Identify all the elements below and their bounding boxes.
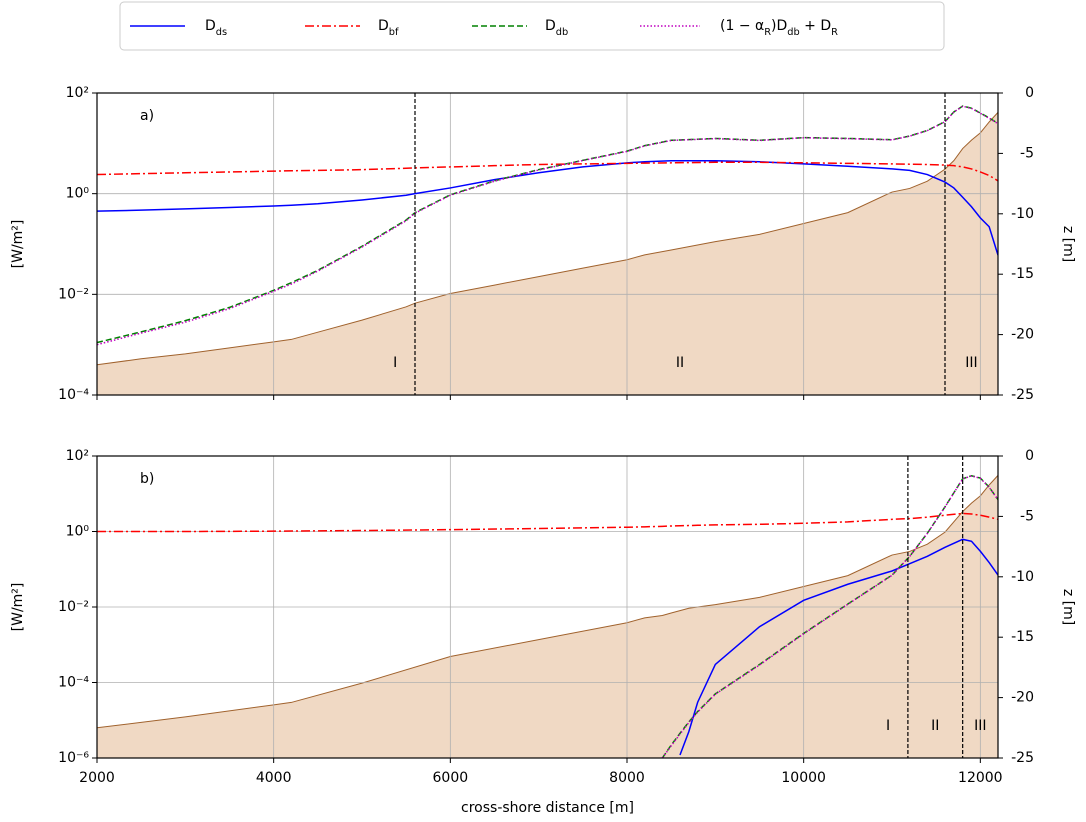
legend-box (119, 1, 945, 51)
x-tick-label: 8000 (609, 770, 645, 786)
region-label: I (886, 718, 890, 734)
y-tick-label: 10² (66, 448, 89, 464)
y-tick-label: 10⁻⁶ (58, 750, 89, 766)
y2-tick-label: -5 (1020, 508, 1034, 524)
axes-frame (96, 92, 999, 396)
x-axis-label: cross-shore distance [m] (461, 800, 634, 816)
series-line (97, 105, 998, 346)
x-tick-label: 4000 (256, 770, 292, 786)
y2-tick-label: -20 (1011, 690, 1034, 706)
y-tick-label: 10⁰ (66, 186, 90, 202)
series-line (97, 160, 998, 256)
y2-tick-label: 0 (1025, 85, 1034, 101)
legend-label: (1 − αR)Ddb + DR (720, 18, 838, 38)
plot-area (97, 456, 998, 758)
region-label: II (931, 718, 939, 734)
y-tick-label: 10⁻⁴ (58, 675, 89, 691)
legend-label: Ddb (545, 18, 568, 38)
series-line (97, 161, 998, 182)
region-label: III (974, 718, 986, 734)
y2-tick-label: 0 (1025, 448, 1034, 464)
x-tick-label: 10000 (781, 770, 826, 786)
series-line (661, 474, 998, 758)
y2-axis-label: z [m] (1060, 226, 1076, 262)
y2-tick-label: -5 (1020, 145, 1034, 161)
panel-label: a) (140, 108, 154, 124)
series-line (679, 538, 998, 756)
area-fill (97, 112, 998, 395)
plot-area (97, 93, 998, 395)
y2-tick-label: -25 (1011, 387, 1034, 403)
y2-tick-label: -10 (1011, 569, 1034, 585)
legend-label: Dbf (378, 18, 399, 38)
y-tick-label: 10⁻⁴ (58, 387, 89, 403)
y-axis-label: [W/m²] (10, 583, 26, 632)
x-tick-label: 6000 (433, 770, 469, 786)
bathymetry-line (97, 111, 998, 366)
y2-axis-label: z [m] (1060, 589, 1076, 625)
y2-tick-label: -20 (1011, 327, 1034, 343)
region-label: I (393, 355, 397, 371)
region-label: II (676, 355, 684, 371)
series-line (97, 105, 998, 344)
y-tick-label: 10⁰ (66, 524, 90, 540)
legend-label: Dds (205, 18, 227, 38)
panel-label: b) (140, 471, 154, 487)
y-axis-label: [W/m²] (10, 220, 26, 269)
y2-tick-label: -10 (1011, 206, 1034, 222)
area-fill (97, 475, 998, 758)
y-tick-label: 10⁻² (58, 286, 89, 302)
y-tick-label: 10² (66, 85, 89, 101)
y2-tick-label: -25 (1011, 750, 1034, 766)
region-label: III (965, 355, 977, 371)
y2-tick-label: -15 (1011, 266, 1034, 282)
series-line (97, 512, 998, 533)
y2-tick-label: -15 (1011, 629, 1034, 645)
y-tick-label: 10⁻² (58, 599, 89, 615)
series-line (661, 475, 998, 758)
x-tick-label: 2000 (79, 770, 115, 786)
x-tick-label: 12000 (958, 770, 1003, 786)
